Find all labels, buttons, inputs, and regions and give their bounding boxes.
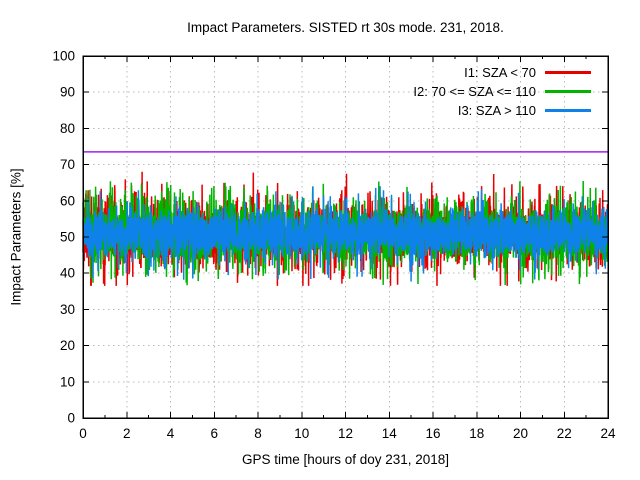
x-tick-label: 10 bbox=[294, 426, 309, 441]
y-tick-label: 80 bbox=[60, 121, 75, 136]
x-tick-label: 6 bbox=[210, 426, 218, 441]
x-tick-label: 24 bbox=[600, 426, 616, 441]
y-tick-label: 0 bbox=[67, 411, 75, 426]
y-tick-label: 60 bbox=[60, 193, 75, 208]
legend-line-swatch bbox=[545, 90, 591, 93]
legend-label: I2: 70 <= SZA <= 110 bbox=[413, 84, 536, 99]
y-tick-label: 10 bbox=[60, 374, 75, 389]
x-axis-label: GPS time [hours of doy 231, 2018] bbox=[241, 452, 450, 467]
x-tick-label: 16 bbox=[425, 426, 440, 441]
y-tick-label: 90 bbox=[60, 85, 75, 100]
legend-line-swatch bbox=[545, 71, 591, 74]
chart-title: Impact Parameters. SISTED rt 30s mode. 2… bbox=[187, 20, 504, 35]
legend-label: I3: SZA > 110 bbox=[457, 103, 536, 118]
x-tick-label: 18 bbox=[469, 426, 484, 441]
y-tick-label: 70 bbox=[60, 157, 75, 172]
y-tick-label: 100 bbox=[52, 49, 75, 64]
series-line-3 bbox=[82, 186, 609, 282]
y-tick-label: 20 bbox=[60, 338, 75, 353]
x-tick-label: 22 bbox=[557, 426, 572, 441]
legend-line-swatch bbox=[545, 109, 591, 112]
x-tick-label: 2 bbox=[123, 426, 131, 441]
x-tick-label: 4 bbox=[167, 426, 175, 441]
legend-label: I1: SZA < 70 bbox=[464, 65, 536, 80]
y-tick-label: 40 bbox=[60, 266, 75, 281]
x-tick-label: 12 bbox=[338, 426, 353, 441]
x-tick-label: 14 bbox=[382, 426, 398, 441]
x-tick-label: 20 bbox=[513, 426, 528, 441]
x-tick-label: 8 bbox=[254, 426, 262, 441]
y-tick-label: 30 bbox=[60, 302, 75, 317]
legend: I1: SZA < 70 I2: 70 <= SZA <= 110 I3: SZA … bbox=[413, 63, 591, 120]
legend-item-1: I1: SZA < 70 bbox=[413, 63, 591, 82]
x-tick-label: 0 bbox=[79, 426, 87, 441]
legend-item-2: I2: 70 <= SZA <= 110 bbox=[413, 82, 591, 101]
legend-item-3: I3: SZA > 110 bbox=[413, 101, 591, 120]
y-tick-label: 50 bbox=[60, 230, 75, 245]
